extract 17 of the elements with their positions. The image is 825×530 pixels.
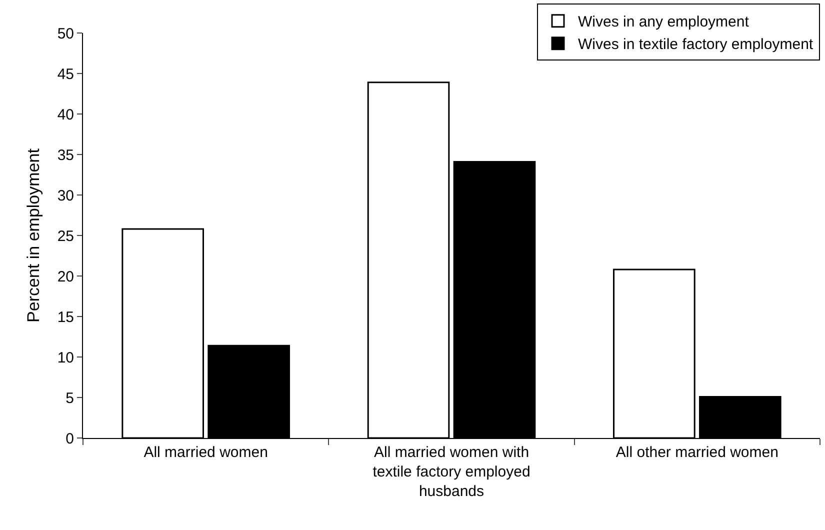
x-tick-label: All married women <box>144 444 268 461</box>
y-tick-label: 45 <box>57 66 74 83</box>
x-tick-label: All other married women <box>616 444 778 461</box>
x-tick-label: All married women with textile factory employed husbands <box>372 444 530 500</box>
y-tick-label: 40 <box>57 106 74 124</box>
y-axis-title: Percent in employment <box>24 148 43 322</box>
y-tick-label: 15 <box>57 308 74 326</box>
y-tick-label: 50 <box>57 25 74 42</box>
y-tick-label: 10 <box>57 349 74 366</box>
legend-label: Wives in textile factory employment <box>578 36 814 54</box>
y-tick-label: 5 <box>66 390 74 407</box>
y-tick-label: 25 <box>57 228 74 245</box>
y-tick-label: 0 <box>66 430 74 448</box>
y-tick-label: 30 <box>57 187 74 204</box>
y-tick-label: 35 <box>57 146 74 164</box>
legend-label: Wives in any employment <box>578 14 750 31</box>
y-tick-label: 20 <box>57 268 74 286</box>
